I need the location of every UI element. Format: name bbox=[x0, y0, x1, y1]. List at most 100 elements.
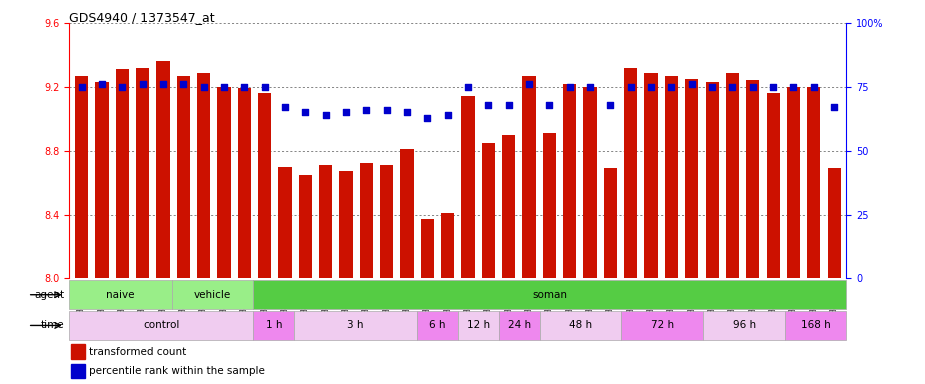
Bar bbox=[71, 344, 85, 359]
Bar bbox=[828, 168, 841, 278]
Bar bbox=[238, 88, 251, 278]
Point bbox=[115, 84, 130, 90]
Bar bbox=[665, 76, 678, 278]
Bar bbox=[156, 61, 169, 278]
Text: 6 h: 6 h bbox=[429, 320, 446, 331]
Point bbox=[216, 84, 231, 90]
Point bbox=[644, 84, 659, 90]
Bar bbox=[645, 73, 658, 278]
Bar bbox=[808, 87, 820, 278]
Text: time: time bbox=[41, 320, 65, 331]
Bar bbox=[685, 79, 698, 278]
Bar bbox=[299, 175, 312, 278]
Bar bbox=[499, 311, 539, 340]
Point bbox=[664, 84, 679, 90]
Bar bbox=[319, 165, 332, 278]
Bar bbox=[380, 165, 393, 278]
Bar bbox=[258, 93, 271, 278]
Point bbox=[420, 114, 435, 121]
Bar bbox=[482, 143, 495, 278]
Bar bbox=[539, 311, 622, 340]
Point bbox=[461, 84, 475, 90]
Bar bbox=[787, 87, 800, 278]
Bar bbox=[421, 219, 434, 278]
Text: 72 h: 72 h bbox=[651, 320, 674, 331]
Bar bbox=[458, 311, 499, 340]
Point bbox=[155, 81, 170, 88]
Text: control: control bbox=[143, 320, 179, 331]
Point bbox=[400, 109, 414, 116]
Bar bbox=[703, 311, 785, 340]
Point bbox=[440, 112, 455, 118]
Bar bbox=[71, 364, 85, 378]
Text: 1 h: 1 h bbox=[265, 320, 282, 331]
Bar bbox=[69, 311, 253, 340]
Bar bbox=[172, 280, 253, 309]
Bar bbox=[706, 82, 719, 278]
Bar bbox=[502, 135, 515, 278]
Point bbox=[298, 109, 313, 116]
Point bbox=[542, 102, 557, 108]
Bar bbox=[339, 172, 352, 278]
Point bbox=[196, 84, 211, 90]
Text: 12 h: 12 h bbox=[467, 320, 490, 331]
Point bbox=[135, 81, 150, 88]
Point bbox=[562, 84, 577, 90]
Bar bbox=[95, 82, 108, 278]
Point bbox=[94, 81, 109, 88]
Bar bbox=[584, 87, 597, 278]
Bar bbox=[726, 73, 739, 278]
Bar bbox=[543, 133, 556, 278]
Text: naive: naive bbox=[106, 290, 135, 300]
Point bbox=[237, 84, 252, 90]
Bar bbox=[278, 167, 291, 278]
Point bbox=[257, 84, 272, 90]
Point bbox=[766, 84, 781, 90]
Point bbox=[501, 102, 516, 108]
Bar bbox=[177, 76, 190, 278]
Bar bbox=[462, 96, 475, 278]
Bar bbox=[417, 311, 458, 340]
Bar bbox=[253, 280, 846, 309]
Point bbox=[481, 102, 496, 108]
Point bbox=[725, 84, 740, 90]
Point bbox=[522, 81, 536, 88]
Point bbox=[359, 107, 374, 113]
Bar bbox=[136, 68, 149, 278]
Point bbox=[583, 84, 598, 90]
Bar bbox=[767, 93, 780, 278]
Point bbox=[623, 84, 638, 90]
Bar bbox=[116, 70, 129, 278]
Bar bbox=[69, 280, 172, 309]
Point bbox=[827, 104, 842, 110]
Text: 168 h: 168 h bbox=[801, 320, 831, 331]
Point bbox=[74, 84, 89, 90]
Bar bbox=[253, 311, 294, 340]
Text: 96 h: 96 h bbox=[733, 320, 756, 331]
Point bbox=[684, 81, 699, 88]
Text: soman: soman bbox=[533, 290, 567, 300]
Text: agent: agent bbox=[34, 290, 65, 300]
Bar bbox=[441, 213, 454, 278]
Point bbox=[379, 107, 394, 113]
Point bbox=[278, 104, 292, 110]
Text: transformed count: transformed count bbox=[89, 347, 186, 357]
Point bbox=[807, 84, 821, 90]
Bar bbox=[604, 168, 617, 278]
Point bbox=[746, 84, 760, 90]
Bar bbox=[785, 311, 846, 340]
Bar bbox=[746, 81, 759, 278]
Point bbox=[603, 102, 618, 108]
Bar bbox=[217, 87, 230, 278]
Text: 24 h: 24 h bbox=[508, 320, 531, 331]
Bar bbox=[75, 76, 88, 278]
Bar bbox=[624, 68, 637, 278]
Point bbox=[339, 109, 353, 116]
Bar bbox=[294, 311, 417, 340]
Bar bbox=[401, 149, 413, 278]
Point bbox=[786, 84, 801, 90]
Point bbox=[318, 112, 333, 118]
Bar bbox=[197, 73, 210, 278]
Point bbox=[705, 84, 720, 90]
Text: percentile rank within the sample: percentile rank within the sample bbox=[89, 366, 265, 376]
